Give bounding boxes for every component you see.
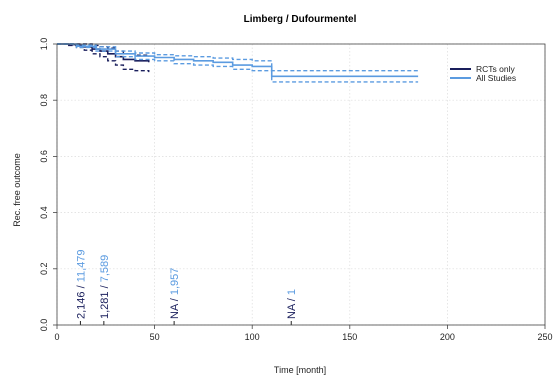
at-risk-separator: /	[286, 295, 298, 301]
at-risk-separator: /	[75, 282, 87, 288]
at-risk-separator: /	[99, 282, 111, 288]
at-risk-label: NA / 1,957	[169, 268, 181, 319]
ci-lower-all	[57, 43, 419, 83]
y-tick-label: 0.8	[39, 94, 49, 107]
at-risk-separator: /	[169, 295, 181, 301]
x-axis-label: Time [month]	[274, 365, 326, 375]
y-tick-label: 0.0	[39, 319, 49, 332]
at-risk-rcts: NA	[169, 301, 181, 319]
x-axis: 0 50 100 150 200 250	[54, 325, 553, 342]
series-layer	[57, 43, 419, 83]
at-risk-all: 1,957	[169, 268, 181, 296]
plot-frame	[56, 43, 546, 326]
x-tick-label: 0	[54, 332, 59, 342]
grid	[56, 43, 546, 326]
x-tick-label: 100	[245, 332, 260, 342]
x-tick-label: 200	[440, 332, 455, 342]
chart-title: Limberg / Dufourmentel	[244, 14, 357, 25]
ci-upper-all	[57, 43, 419, 72]
at-risk-all: 7,589	[99, 255, 111, 283]
at-risk-all: 1	[286, 289, 298, 295]
at-risk-label: NA / 1	[286, 289, 298, 319]
at-risk-label: 2,146 / 11,479	[75, 249, 87, 319]
survival-line-all	[57, 43, 419, 78]
legend-label-all: All Studies	[476, 73, 516, 83]
x-tick-label: 50	[150, 332, 160, 342]
at-risk-label: 1,281 / 7,589	[99, 255, 111, 319]
legend: RCTs only All Studies	[450, 64, 516, 83]
y-tick-label: 0.6	[39, 150, 49, 163]
at-risk-all: 11,479	[75, 249, 87, 282]
y-tick-label: 1.0	[39, 38, 49, 51]
y-axis: 0.0 0.2 0.4 0.6 0.8 1.0	[39, 38, 57, 332]
y-tick-label: 0.4	[39, 206, 49, 219]
x-tick-label: 250	[537, 332, 552, 342]
y-axis-label: Rec. free outcome	[12, 153, 22, 227]
y-tick-label: 0.2	[39, 263, 49, 276]
at-risk-rcts: 2,146	[75, 288, 87, 319]
at-risk-rcts: NA	[286, 301, 298, 319]
legend-label-rcts: RCTs only	[476, 64, 515, 74]
x-tick-label: 150	[342, 332, 357, 342]
at-risk-rcts: 1,281	[99, 288, 111, 319]
